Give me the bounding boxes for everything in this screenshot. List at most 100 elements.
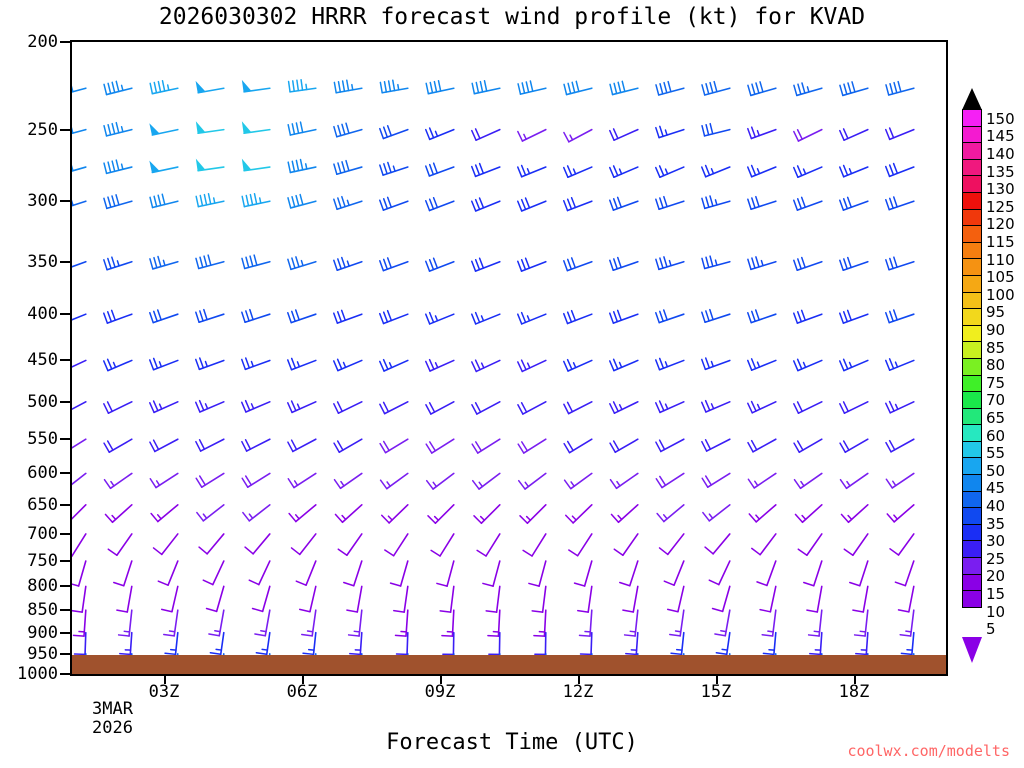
- colorbar-label-95: 95: [986, 303, 1006, 322]
- colorbar-cell-75: [962, 357, 982, 376]
- wind-barb: [517, 438, 547, 454]
- wind-barb: [425, 80, 455, 95]
- wind-barb: [471, 472, 501, 490]
- wind-barb: [793, 401, 823, 415]
- colorbar-label-55: 55: [986, 444, 1006, 463]
- wind-barb: [701, 438, 731, 452]
- wind-barb: [333, 256, 363, 272]
- wind-barb: [241, 192, 271, 208]
- wind-barb: [885, 127, 915, 141]
- colorbar-label-50: 50: [986, 461, 1006, 480]
- y-tick-mark: [60, 609, 70, 612]
- wind-barb: [517, 311, 547, 325]
- x-tick-label-15Z: 15Z: [700, 682, 732, 702]
- colorbar-label-5: 5: [986, 620, 996, 639]
- wind-barb: [149, 400, 179, 414]
- wind-barb: [793, 196, 823, 211]
- wind-barb: [195, 158, 225, 172]
- colorbar-label-30: 30: [986, 532, 1006, 551]
- wind-barb: [149, 357, 179, 371]
- wind-barb: [72, 609, 87, 637]
- wind-barb: [655, 400, 685, 414]
- wind-barb: [793, 256, 823, 272]
- wind-barb: [885, 162, 915, 178]
- colorbar-arrow-bottom-icon: [962, 637, 982, 663]
- wind-barb: [425, 438, 455, 454]
- colorbar-label-80: 80: [986, 356, 1006, 375]
- wind-barb: [609, 358, 639, 372]
- wind-barb: [287, 400, 317, 414]
- wind-barb: [103, 401, 133, 415]
- wind-barb: [517, 80, 547, 95]
- wind-barb: [751, 533, 777, 556]
- x-tick-label-18Z: 18Z: [838, 682, 870, 702]
- wind-barb: [563, 128, 593, 143]
- wind-barb: [205, 585, 225, 613]
- colorbar-cell-100: [962, 274, 982, 293]
- y-tick-label-550: 550: [27, 429, 58, 450]
- wind-barb: [72, 260, 87, 268]
- wind-barb: [885, 400, 915, 414]
- y-tick-label-600: 600: [27, 463, 58, 484]
- wind-barb: [885, 256, 915, 271]
- x-axis: 03Z 06Z 09Z 12Z 15Z 18Z: [70, 676, 948, 706]
- y-tick-label-400: 400: [27, 304, 58, 325]
- date-year: 2026: [92, 718, 133, 738]
- watermark-link[interactable]: coolwx.com/modelts: [847, 742, 1010, 760]
- wind-barb: [346, 585, 363, 613]
- wind-barb: [840, 504, 869, 524]
- wind-barb: [333, 358, 363, 372]
- wind-barb: [747, 472, 777, 489]
- wind-barb: [116, 585, 133, 613]
- colorbar-label-25: 25: [986, 549, 1006, 568]
- wind-barb: [578, 609, 593, 637]
- wind-barb: [471, 162, 501, 178]
- wind-barb: [839, 309, 869, 324]
- colorbar-legend: 150 145 140 135 130 125 120 115 110 105 100 95 90 85 8…: [960, 88, 1024, 663]
- wind-barb: [149, 193, 179, 209]
- wind-barb: [394, 609, 409, 637]
- y-tick-mark: [60, 585, 70, 588]
- wind-barb: [609, 128, 639, 141]
- terrain-band: [72, 655, 946, 674]
- wind-barb: [701, 357, 731, 371]
- wind-barb: [655, 125, 685, 139]
- wind-barb: [149, 255, 179, 270]
- wind-barb: [528, 560, 547, 587]
- wind-barb: [747, 195, 777, 211]
- plot-area: [70, 40, 948, 676]
- y-tick-mark: [60, 41, 70, 43]
- wind-barb: [287, 78, 317, 93]
- colorbar-label-100: 100: [986, 285, 1015, 304]
- wind-barb: [885, 196, 915, 211]
- colorbar-cell-10: [962, 573, 982, 592]
- y-axis: 200 250 300 350 400 450 500 550 600 650 700 750 800 8…: [0, 32, 70, 684]
- wind-barb: [655, 195, 685, 211]
- wind-barb: [839, 438, 869, 454]
- y-tick-mark: [60, 400, 70, 403]
- wind-barb: [519, 504, 547, 525]
- wind-barb: [425, 162, 455, 177]
- wind-barb: [701, 80, 731, 96]
- wind-barb: [747, 126, 777, 140]
- wind-barb: [886, 504, 915, 523]
- wind-barb: [202, 560, 225, 586]
- wind-barb: [287, 193, 317, 209]
- wind-barb: [471, 257, 501, 272]
- wind-barb: [163, 609, 179, 637]
- wind-barb: [103, 159, 133, 175]
- y-tick-label-850: 850: [27, 600, 58, 621]
- wind-barb: [241, 121, 271, 135]
- wind-barb: [157, 560, 179, 586]
- wind-barb: [849, 560, 869, 587]
- wind-barb: [701, 195, 731, 210]
- wind-barb: [565, 504, 593, 524]
- wind-barb: [666, 585, 685, 613]
- wind-barb: [609, 401, 639, 415]
- wind-barb: [149, 472, 179, 489]
- wind-barb: [839, 256, 869, 272]
- wind-barb: [656, 504, 685, 523]
- wind-barb: [471, 311, 501, 325]
- wind-barb: [476, 533, 501, 557]
- wind-barb: [379, 358, 409, 372]
